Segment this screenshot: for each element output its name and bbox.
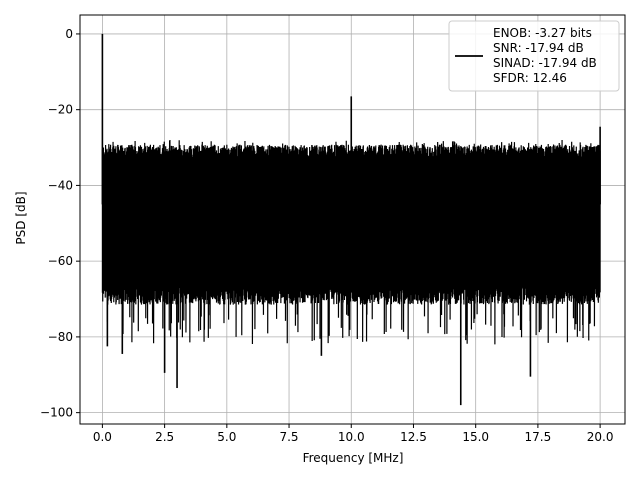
x-tick-label: 2.5 xyxy=(155,430,174,444)
y-tick-label: −60 xyxy=(48,254,73,268)
legend-entry: SFDR: 12.46 xyxy=(493,71,567,85)
ticks: 0.0 2.5 5.0 7.5 10.0 12.5 15.0 17.5 20.0 0 −20 −40 −… xyxy=(40,27,613,444)
x-axis-label: Frequency [MHz] xyxy=(303,451,404,465)
x-tick-label: 17.5 xyxy=(525,430,552,444)
x-tick-label: 7.5 xyxy=(279,430,298,444)
y-tick-label: 0 xyxy=(65,27,73,41)
y-tick-label: −40 xyxy=(48,178,73,192)
x-tick-label: 15.0 xyxy=(462,430,489,444)
axes xyxy=(79,14,626,425)
y-tick-label: −80 xyxy=(48,330,73,344)
legend-box xyxy=(448,20,620,92)
x-tick-label: 0.0 xyxy=(93,430,112,444)
x-tick-label: 20.0 xyxy=(587,430,614,444)
x-tick-label: 12.5 xyxy=(400,430,427,444)
x-tick-label: 10.0 xyxy=(338,430,365,444)
y-tick-label: −20 xyxy=(48,103,73,117)
psd-series xyxy=(101,33,601,406)
legend-entry: ENOB: -3.27 bits xyxy=(493,26,592,40)
legend-entry: SINAD: -17.94 dB xyxy=(493,56,597,70)
x-tick-label: 5.0 xyxy=(217,430,236,444)
y-axis-label: PSD [dB] xyxy=(14,191,28,244)
legend-entry: SNR: -17.94 dB xyxy=(493,41,584,55)
y-tick-label: −100 xyxy=(40,406,73,420)
plot-frame xyxy=(79,14,626,425)
